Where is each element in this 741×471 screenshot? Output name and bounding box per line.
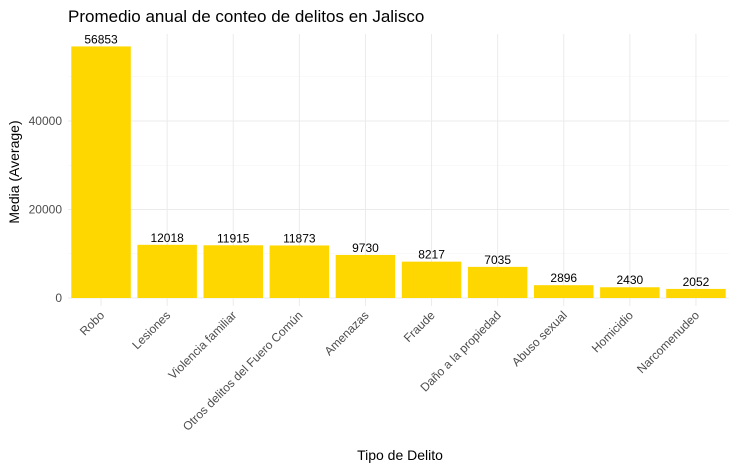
bar-3: [203, 245, 263, 298]
data-label-6: 8217: [418, 248, 445, 262]
x-tick-label-9: Homicidio: [589, 308, 636, 355]
bar-7: [467, 266, 528, 298]
bar-6: [401, 261, 462, 298]
data-label-8: 2896: [550, 271, 577, 285]
bar-8: [534, 285, 594, 298]
x-tick-label-2: Lesiones: [129, 308, 173, 352]
y-axis-ticks: 0 20000 40000: [29, 114, 63, 305]
bar-10: [666, 288, 726, 298]
x-tick-label-4: Otros delitos del Fuero Común: [180, 308, 305, 433]
bar-5: [335, 254, 396, 298]
data-label-1: 56853: [84, 32, 118, 46]
x-tick-label-10: Narcomenudeo: [634, 308, 702, 376]
y-tick-label-1: 0: [55, 291, 62, 305]
chart-title: Promedio anual de conteo de delitos en J…: [68, 7, 424, 26]
data-label-7: 7035: [484, 253, 511, 267]
bar-2: [137, 244, 197, 298]
data-label-2: 12018: [150, 231, 184, 245]
x-tick-label-1: Robo: [77, 308, 107, 338]
bars: [71, 46, 726, 298]
data-labels: 56853 12018 11915 11873 9730 8217 7035 2896 2430…: [84, 32, 709, 288]
data-label-10: 2052: [683, 275, 710, 289]
x-tick-label-6: Fraude: [401, 308, 438, 345]
y-axis-title: Media (Average): [6, 120, 22, 223]
y-tick-label-2: 20000: [29, 203, 63, 217]
data-label-9: 2430: [616, 273, 643, 287]
x-axis-title: Tipo de Delito: [357, 447, 443, 463]
data-label-5: 9730: [352, 241, 379, 255]
data-label-3: 11915: [217, 231, 250, 245]
data-label-4: 11873: [283, 231, 316, 245]
bar-9: [600, 287, 660, 298]
grid: [68, 34, 729, 306]
x-tick-label-8: Abuso sexual: [509, 308, 570, 369]
bar-4: [269, 245, 330, 298]
y-tick-label-3: 40000: [29, 114, 63, 128]
x-tick-label-5: Amenazas: [322, 308, 372, 358]
x-tick-label-3: Violencia familiar: [165, 308, 239, 382]
bar-1: [71, 46, 131, 298]
